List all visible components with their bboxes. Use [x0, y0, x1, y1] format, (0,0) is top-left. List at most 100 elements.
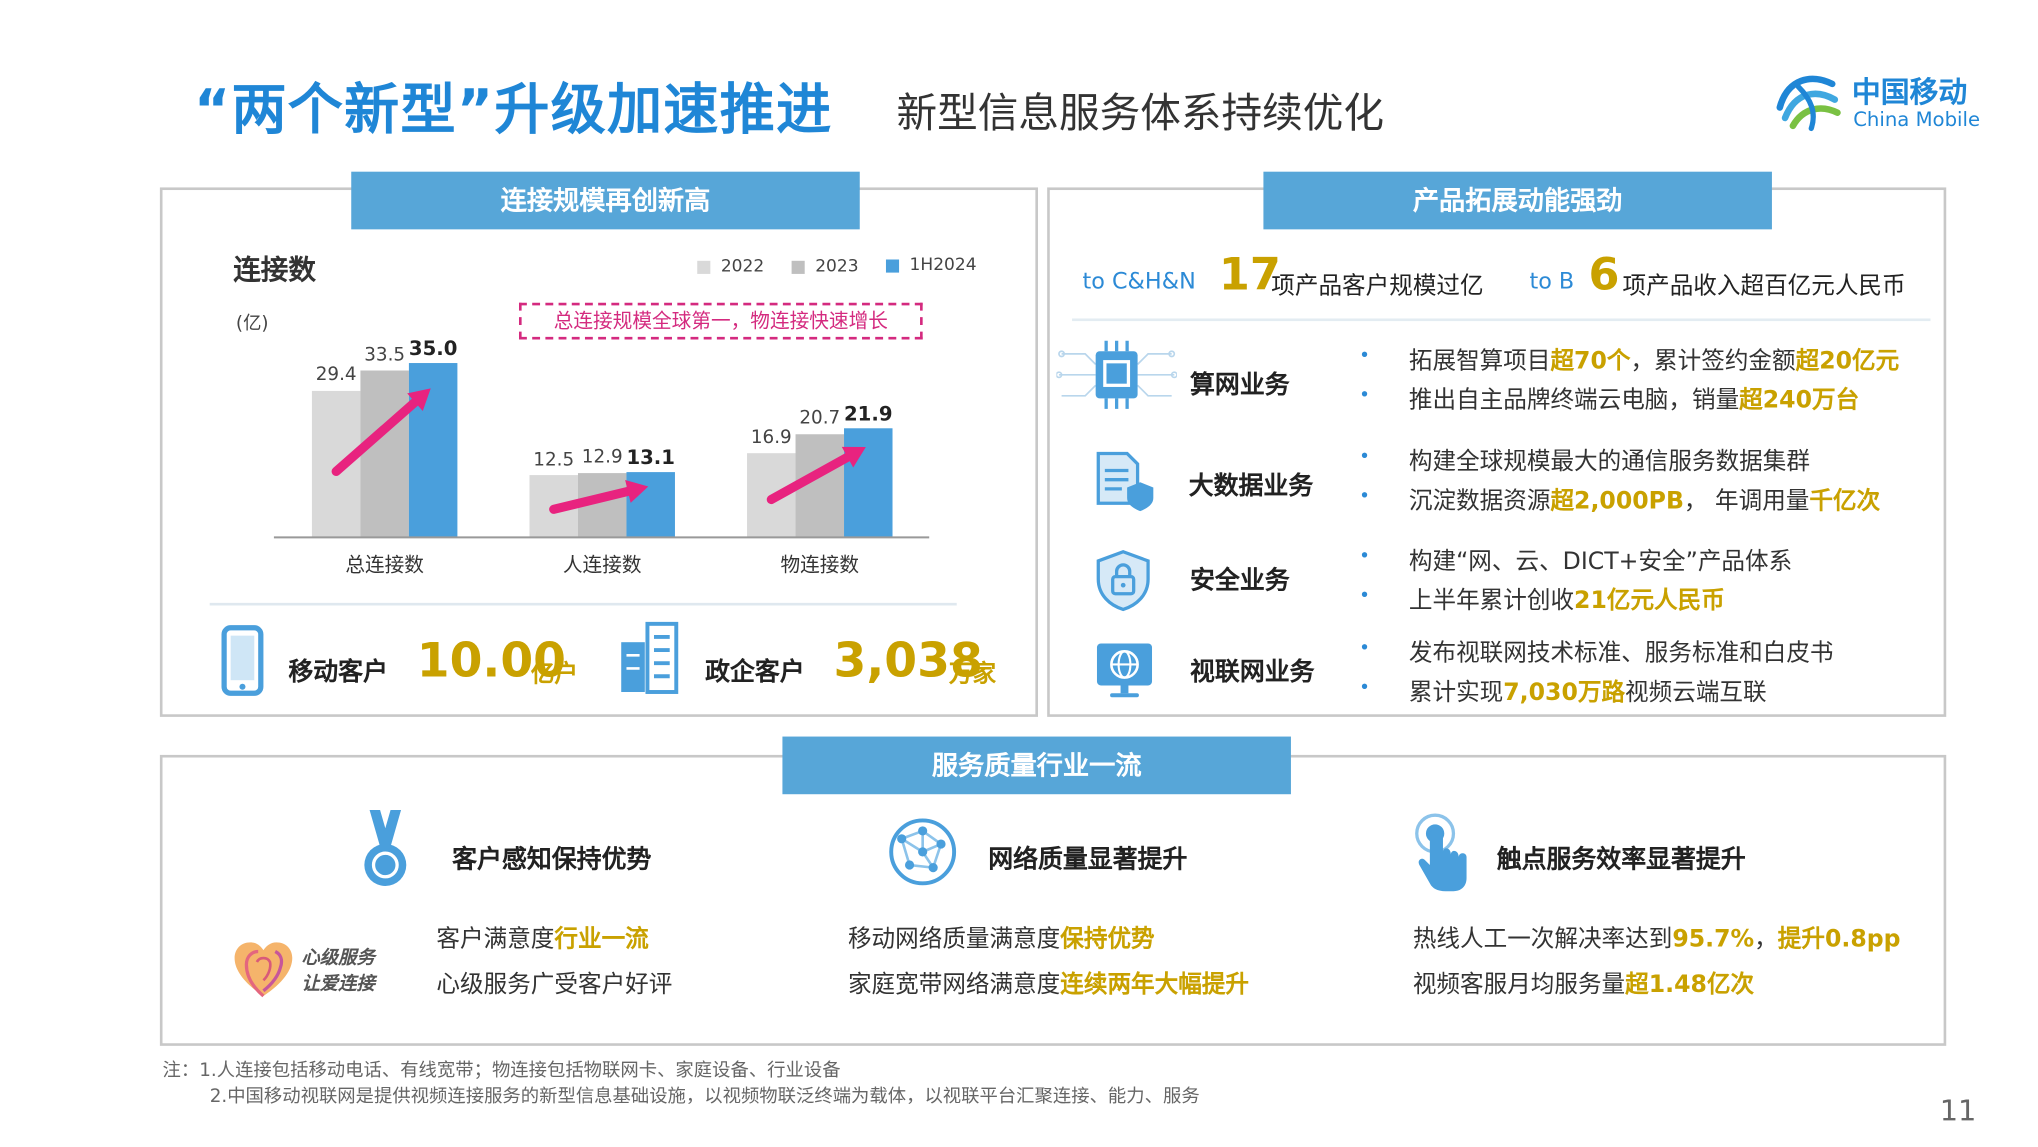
row-title-bigdata: 大数据业务: [1188, 471, 1314, 501]
enterprise-customer-label: 政企客户: [705, 657, 805, 687]
bar-value-label: 20.7: [799, 408, 841, 429]
bullet-icon: •: [1359, 677, 1370, 699]
slogan-line-2: 让爱连接: [301, 973, 375, 995]
text-segment: 推出自主品牌终端云电脑，销量: [1408, 386, 1740, 415]
page-title: “两个新型”升级加速推进: [193, 77, 833, 142]
detail-line: 发布视联网技术标准、服务标准和白皮书: [1409, 634, 1834, 668]
highlight-text: 超20亿元: [1795, 347, 1900, 375]
page-number: 11: [1939, 1095, 1977, 1129]
growth-arrow-icon: [766, 446, 866, 505]
enterprise-customer-unit: 万家: [948, 660, 997, 689]
bar-value-label: 21.9: [844, 402, 893, 426]
chart-unit: (亿): [235, 313, 269, 335]
bar-value-label: 33.5: [364, 344, 406, 366]
highlight-text: 超70个: [1550, 347, 1631, 375]
highlight-text: 行业一流: [554, 925, 649, 953]
kpi-consumer-text: 项产品客户规模过亿: [1271, 272, 1484, 301]
mobile-customer-label: 移动客户: [288, 657, 388, 687]
globe-monitor-icon: [1096, 643, 1153, 698]
page-subtitle: 新型信息服务体系持续优化: [896, 90, 1384, 138]
medal-icon: [364, 809, 407, 886]
detail-line: 拓展智算项目超70个，累计签约金额超20亿元: [1409, 342, 1899, 376]
highlight-text: 超2,000PB: [1550, 487, 1684, 516]
text-segment: 心级服务广受客户好评: [436, 971, 673, 999]
text-segment: 上半年累计创收: [1408, 587, 1575, 615]
brand-name-en: China Mobile: [1853, 107, 1981, 132]
text-segment: 客户满意度: [436, 925, 555, 953]
text-segment: 拓展智算项目: [1408, 347, 1551, 375]
detail-line: 沉淀数据资源超2,000PB， 年调用量千亿次: [1409, 482, 1880, 516]
growth-arrow-icon: [331, 388, 431, 477]
touch-hand-icon: [1415, 813, 1467, 892]
text-segment: 家庭宽带网络满意度: [847, 971, 1061, 999]
bullet-icon: •: [1359, 638, 1370, 660]
enterprise-customer-value: 3,038: [833, 634, 983, 689]
bar-value-label: 29.4: [315, 364, 357, 386]
chart-callout: 总连接规模全球第一，物连接快速增长: [518, 302, 923, 340]
detail-line: 视频客服月均服务量超1.48亿次: [1413, 966, 1754, 1000]
connections-bar-chart: [273, 363, 930, 539]
bar-value-label: 13.1: [626, 445, 675, 470]
row-title-security: 安全业务: [1190, 566, 1290, 596]
divider: [1072, 318, 1931, 322]
detail-line: 上半年累计创收21亿元人民币: [1409, 582, 1725, 616]
bar-2023: [360, 370, 409, 538]
mobile-customer-value: 10.00: [416, 634, 567, 689]
bullet-icon: •: [1359, 585, 1370, 607]
bar-1h2024: [626, 472, 675, 538]
document-shield-icon: [1096, 451, 1154, 512]
legend-1h2024: 1H2024: [885, 256, 977, 275]
footnote-2: 2.中国移动视联网是提供视频连接服务的新型信息基础设施，以视频物联泛终端为载体，…: [209, 1086, 1200, 1108]
building-icon: [621, 621, 679, 694]
bar-1h2024: [844, 428, 893, 538]
detail-line: 热线人工一次解决率达到95.7%，提升0.8pp: [1413, 920, 1901, 954]
bullet-icon: •: [1359, 546, 1370, 568]
detail-line: 推出自主品牌终端云电脑，销量超240万台: [1409, 381, 1859, 415]
detail-line: 心级服务广受客户好评: [436, 966, 672, 1000]
highlight-text: 95.7%: [1672, 925, 1755, 953]
category-label: 物连接数: [780, 553, 860, 577]
bullet-icon: •: [1359, 446, 1370, 468]
kpi-business-prefix: to B: [1529, 268, 1575, 295]
kpi-consumer-prefix: to C&H&N: [1082, 268, 1196, 295]
china-mobile-logo-icon: [1776, 75, 1841, 132]
bullet-icon: •: [1359, 385, 1370, 407]
heart-fingerprint-logo-icon: [234, 942, 293, 998]
network-globe-icon: [889, 818, 957, 886]
lock-shield-icon: [1096, 550, 1150, 612]
bar-value-label: 35.0: [408, 336, 458, 361]
chart-title: 连接数: [233, 254, 316, 286]
footnote-1: 注：1.人连接包括移动电话、有线宽带；物连接包括物联网卡、家庭设备、行业设备: [162, 1060, 841, 1082]
kpi-consumer-number: 17: [1218, 249, 1281, 302]
highlight-text: 21亿元人民币: [1574, 587, 1725, 615]
highlight-text: 连续两年大幅提升: [1060, 971, 1250, 999]
bar-value-label: 16.9: [750, 426, 792, 448]
bullet-icon: •: [1359, 486, 1370, 508]
products-tab: 产品拓展动能强劲: [1263, 171, 1772, 230]
text-segment: 热线人工一次解决率达到: [1412, 925, 1673, 953]
service-panel: [159, 754, 1947, 1046]
detail-line: 移动网络质量满意度保持优势: [848, 920, 1155, 954]
bar-value-label: 12.9: [581, 446, 623, 468]
highlight-text: 提升0.8pp: [1777, 925, 1901, 953]
text-segment: 发布视联网技术标准、服务标准和白皮书: [1408, 639, 1834, 668]
kpi-business-text: 项产品收入超百亿元人民币: [1622, 272, 1906, 301]
bar-value-label: 12.5: [533, 448, 575, 470]
category-label: 人连接数: [562, 553, 642, 577]
highlight-text: 超240万台: [1739, 386, 1860, 415]
bar-1h2024: [408, 363, 458, 538]
detail-line: 构建全球规模最大的通信服务数据集群: [1409, 443, 1810, 477]
connections-tab: 连接规模再创新高: [351, 171, 860, 230]
detail-line: 客户满意度行业一流: [436, 920, 648, 954]
text-segment: 移动网络质量满意度: [847, 925, 1061, 953]
kpi-business-number: 6: [1588, 249, 1620, 302]
bullet-icon: •: [1359, 345, 1370, 367]
highlight-text: 千亿次: [1809, 487, 1881, 516]
slogan-line-1: 心级服务: [301, 947, 375, 969]
bar-2022: [311, 390, 361, 538]
row-title-computing: 算网业务: [1190, 370, 1290, 400]
text-segment: 构建“网、云、DICT+安全”产品体系: [1408, 547, 1793, 576]
service-title-touchpoint: 触点服务效率显著提升: [1496, 845, 1746, 875]
detail-line: 家庭宽带网络满意度连续两年大幅提升: [848, 966, 1249, 1000]
highlight-text: 7,030万路: [1503, 678, 1626, 707]
